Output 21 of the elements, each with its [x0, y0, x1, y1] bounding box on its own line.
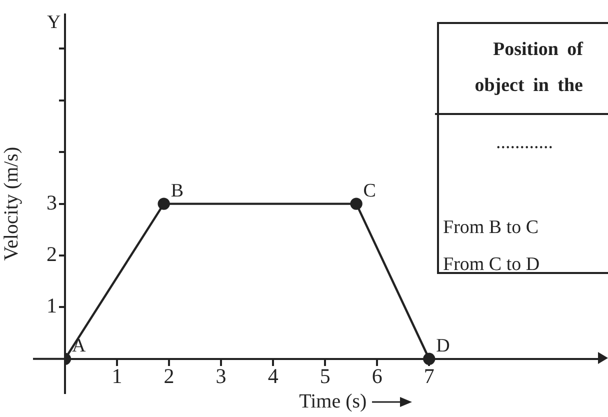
x-tick-label: 7 — [424, 364, 434, 388]
x-tick-label: 6 — [372, 364, 382, 388]
annotation: Position of object in the — [474, 38, 583, 98]
annotation: B — [170, 180, 184, 202]
y-axis-title: Velocity (m/s) — [0, 146, 22, 261]
x-tick-label: 4 — [268, 364, 279, 388]
y-tick-label: 1 — [46, 294, 57, 318]
text: Y — [47, 12, 61, 34]
y-tick-label: 2 — [46, 242, 57, 266]
x-tick-label: 1 — [112, 364, 122, 388]
x-tick-label: 2 — [164, 364, 174, 388]
annotation: ............ — [496, 132, 553, 154]
annotation: C — [363, 180, 376, 202]
y-tick-label: 3 — [46, 190, 57, 214]
x-tick-label: 3 — [216, 364, 226, 388]
annotation: From C to D — [443, 254, 540, 276]
annotation: A — [72, 335, 86, 356]
annotation: From B to C — [443, 217, 539, 239]
annotation: D — [436, 335, 450, 356]
x-tick-label: 5 — [320, 364, 330, 388]
x-axis-title: Time (s) — [299, 390, 367, 412]
